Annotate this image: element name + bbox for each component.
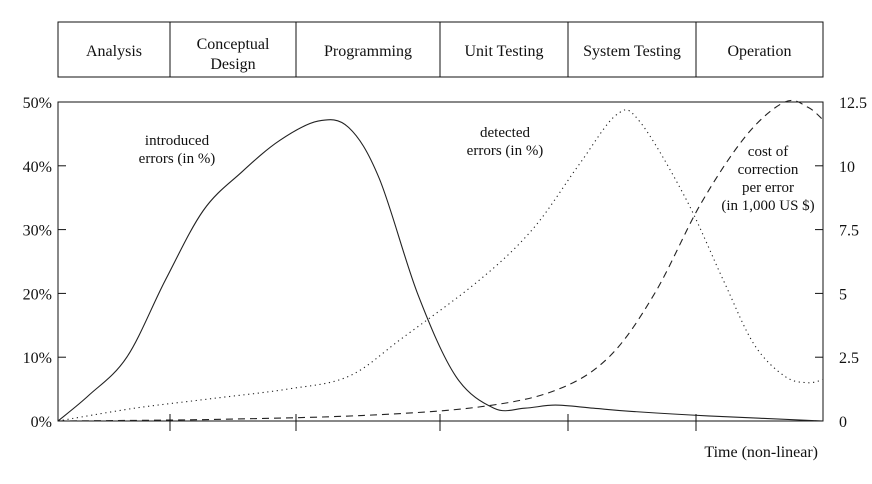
phase-band: Analysis Conceptual Design Programming Unit … (57, 21, 824, 78)
left-tick-label: 0% (31, 414, 52, 431)
series-detected-line (57, 109, 824, 422)
left-tick-label: 30% (23, 223, 52, 240)
left-tick-label: 50% (23, 95, 52, 112)
left-tick-label: 40% (23, 159, 52, 176)
phase-programming: Programming (324, 43, 412, 60)
phase-system-testing: System Testing (583, 43, 681, 60)
left-axis: 0% 10% 20% 30% 40% 50% (23, 95, 66, 431)
right-tick-label: 2.5 (839, 350, 859, 367)
right-tick-label: 12.5 (839, 95, 867, 112)
phase-unit-testing: Unit Testing (464, 43, 543, 60)
left-tick-label: 10% (23, 350, 52, 367)
series-cost-line (57, 99, 824, 422)
left-tick-label: 20% (23, 286, 52, 303)
chart-axes (57, 101, 824, 422)
phase-operation: Operation (728, 43, 792, 60)
series-detected-label: detected errors (in %) (467, 125, 544, 159)
right-tick-label: 5 (839, 286, 847, 303)
bottom-axis (169, 414, 697, 431)
chart-curves (57, 99, 824, 422)
phase-analysis: Analysis (86, 43, 142, 60)
series-cost-label: cost of correction per error (in 1,000 US $… (721, 144, 814, 214)
phase-conceptual-design: Conceptual Design (197, 36, 270, 73)
right-axis: 0 2.5 5 7.5 10 12.5 (815, 95, 867, 431)
right-tick-label: 7.5 (839, 223, 859, 240)
right-tick-label: 10 (839, 159, 855, 176)
series-annotations: introduced errors (in %) detected errors (i… (139, 125, 815, 214)
series-introduced-label: introduced errors (in %) (139, 133, 216, 167)
x-axis-label: Time (non-linear) (704, 444, 818, 461)
right-tick-label: 0 (839, 414, 847, 431)
series-introduced-line (57, 119, 824, 422)
